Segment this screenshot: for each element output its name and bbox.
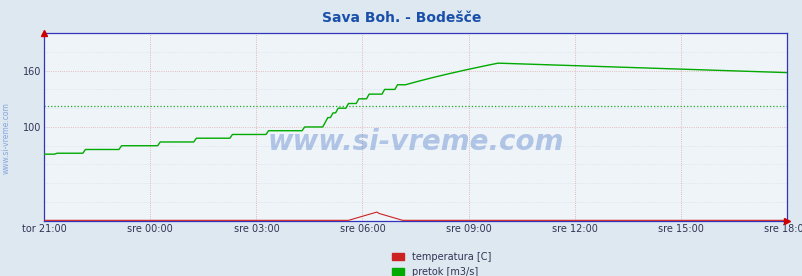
Text: Sava Boh. - Bodešče: Sava Boh. - Bodešče bbox=[322, 11, 480, 25]
Legend: temperatura [C], pretok [m3/s]: temperatura [C], pretok [m3/s] bbox=[391, 252, 491, 276]
Text: www.si-vreme.com: www.si-vreme.com bbox=[267, 128, 563, 156]
Text: www.si-vreme.com: www.si-vreme.com bbox=[2, 102, 11, 174]
